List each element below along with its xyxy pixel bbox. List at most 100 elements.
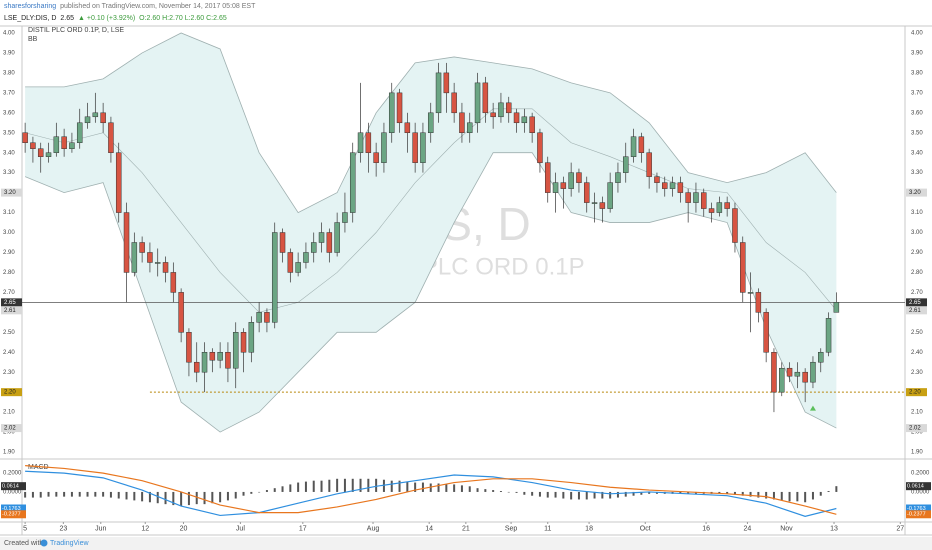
histogram-bar — [499, 491, 502, 492]
price-label: 2.61 — [909, 308, 921, 314]
candle-body — [69, 142, 75, 149]
y-tick-label: 2.40 — [3, 350, 15, 356]
y-tick-label: 2.50 — [3, 330, 15, 336]
candle-body — [256, 312, 262, 323]
candle-body — [303, 252, 309, 263]
histogram-bar — [616, 491, 619, 498]
candle-body — [76, 122, 83, 143]
histogram-bar — [804, 491, 807, 503]
histogram-bar — [125, 491, 128, 500]
y-tick-label: 3.00 — [3, 230, 15, 236]
histogram-bar — [811, 491, 814, 500]
histogram-bar — [468, 486, 471, 492]
y-tick-label: 1.90 — [911, 450, 923, 456]
histogram-bar — [835, 486, 838, 492]
y-tick-label: 2.90 — [911, 250, 923, 256]
macd-label: MACD — [28, 464, 49, 471]
histogram-bar — [273, 488, 276, 492]
x-tick-label: 23 — [59, 525, 67, 532]
candle-body — [833, 302, 840, 313]
histogram-bar — [460, 485, 463, 492]
signal-marker — [809, 405, 816, 411]
y-tick-label: 3.60 — [911, 110, 923, 116]
y-tick-label: 2.00 — [3, 430, 15, 436]
candle-body — [755, 292, 762, 313]
candle-body — [599, 202, 606, 209]
x-tick-label: 21 — [462, 525, 470, 532]
histogram-bar — [133, 491, 136, 501]
candle-body — [669, 182, 676, 189]
y-tick-label: 2.80 — [3, 270, 15, 276]
price-label: 2.20 — [909, 390, 921, 396]
histogram-bar — [351, 478, 354, 492]
candle-body — [45, 152, 52, 157]
candle-body — [186, 332, 192, 363]
candle-body — [443, 72, 450, 94]
symbol-line: LSE_DLY:DIS, D 2.65 ▲ +0.10 (+3.92%) O:2… — [4, 15, 227, 22]
histogram-bar — [726, 491, 729, 494]
candle-body — [310, 242, 317, 253]
histogram-bar — [609, 491, 612, 499]
price-label-box — [1, 424, 22, 433]
histogram-bar — [172, 491, 175, 506]
band-upper — [25, 32, 837, 214]
histogram-bar — [538, 491, 541, 497]
y-tick-label: 2.70 — [3, 290, 15, 296]
author: sharesforsharing — [4, 3, 56, 10]
candle-body — [248, 322, 255, 353]
candle-body — [217, 351, 223, 361]
candle-body — [802, 371, 808, 383]
candle-body — [53, 136, 60, 153]
candle-body — [61, 136, 67, 149]
histogram-bar — [180, 491, 183, 507]
histogram-bar — [367, 478, 370, 492]
candle-body — [295, 262, 301, 273]
value-label: -0.1763 — [907, 506, 926, 512]
footer-created: Created with — [4, 540, 43, 547]
candle-body — [615, 172, 621, 183]
candle-body — [388, 92, 395, 134]
histogram-bar — [203, 491, 206, 505]
price-label: 2.65 — [4, 300, 16, 306]
candle-body — [37, 148, 44, 157]
price-label-box — [1, 298, 22, 307]
candle-body — [404, 122, 411, 134]
histogram-bar — [86, 491, 89, 497]
histogram-bar — [102, 491, 105, 497]
footer-bar — [0, 537, 932, 550]
candle-body — [459, 112, 465, 134]
candle-body — [825, 318, 832, 353]
brand-logo — [40, 539, 48, 547]
y-tick-label: 3.80 — [911, 70, 923, 76]
histogram-bar — [515, 491, 518, 493]
candle-body — [529, 116, 535, 134]
value-label-box — [1, 482, 26, 491]
y-tick-label: 2.00 — [911, 430, 923, 436]
histogram-bar — [336, 478, 339, 492]
candle-body — [147, 252, 153, 263]
x-tick-label: Jul — [236, 525, 245, 532]
candle-body — [30, 142, 36, 149]
band-lower — [24, 152, 837, 433]
x-tick-label: Jun — [95, 525, 106, 532]
y-tick-label: 1.90 — [3, 450, 15, 456]
candle-body — [771, 351, 777, 393]
price-label-box — [906, 298, 927, 307]
histogram-bar — [476, 488, 479, 492]
histogram-bar — [484, 489, 487, 492]
histogram-bar — [398, 480, 401, 492]
x-tick-label: 11 — [544, 525, 551, 532]
candle-body — [115, 152, 122, 213]
histogram-bar — [437, 483, 440, 492]
histogram-bar — [757, 491, 760, 498]
candle-body — [513, 112, 520, 124]
x-tick-label: 18 — [585, 525, 593, 532]
histogram-bar — [250, 491, 253, 494]
histogram-bar — [328, 479, 331, 492]
value-label-box — [1, 510, 26, 519]
candle-body — [108, 122, 114, 153]
histogram-bar — [570, 491, 573, 500]
price-pane — [22, 32, 905, 433]
price-label: 3.20 — [4, 190, 16, 196]
